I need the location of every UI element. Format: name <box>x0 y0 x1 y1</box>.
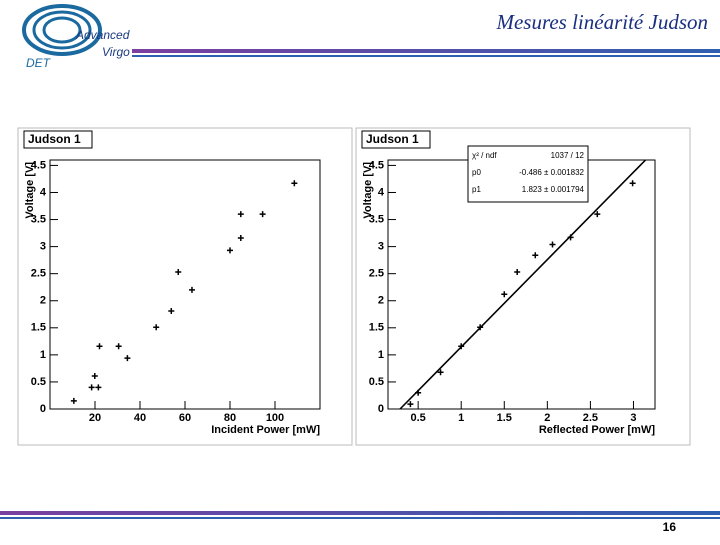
x-axis-title: Incident Power [mW] <box>211 424 320 436</box>
x-tick-label: 80 <box>224 412 236 424</box>
chart-title: Judson 1 <box>28 132 81 146</box>
page-number: 16 <box>663 520 677 534</box>
y-tick-label: 1.5 <box>369 322 384 334</box>
y-tick-label: 1 <box>378 349 384 361</box>
data-point <box>227 247 233 254</box>
top-rule <box>132 55 720 57</box>
data-point <box>88 384 95 391</box>
y-axis-title: Voltage [V] <box>24 162 36 219</box>
logo-text: Virgo <box>102 45 130 59</box>
x-tick-label: 1 <box>458 412 464 424</box>
x-tick-label: 100 <box>266 412 284 424</box>
title-box <box>23 130 93 149</box>
x-tick-label: 2.5 <box>583 412 598 424</box>
y-tick-label: 0.5 <box>369 376 384 388</box>
data-point <box>96 343 103 350</box>
y-tick-label: 0 <box>40 403 46 415</box>
data-point <box>115 343 122 350</box>
stats-value: -0.486 ± 0.001832 <box>519 168 584 177</box>
y-axis-title: Voltage [V] <box>362 162 374 219</box>
y-tick-label: 2.5 <box>369 268 384 280</box>
data-point <box>168 308 175 315</box>
y-tick-label: 4.5 <box>369 159 384 171</box>
title-box <box>361 130 431 149</box>
slide-title: Mesures linéarité Judson <box>495 10 708 34</box>
x-tick-label: 1.5 <box>497 412 512 424</box>
logo-text: DET <box>26 56 52 70</box>
data-point <box>629 180 636 187</box>
data-point <box>549 241 556 248</box>
y-tick-label: 1 <box>40 349 46 361</box>
logo-text: Advanced <box>75 28 130 42</box>
chart-title: Judson 1 <box>366 132 419 146</box>
y-tick-label: 3.5 <box>31 213 46 225</box>
data-point <box>291 180 298 187</box>
y-tick-label: 0 <box>378 403 384 415</box>
y-tick-label: 4 <box>40 186 47 198</box>
stats-box <box>467 145 589 203</box>
y-tick-label: 1.5 <box>31 322 46 334</box>
data-point <box>407 401 414 408</box>
data-point <box>237 234 244 241</box>
x-tick-label: 20 <box>89 412 101 424</box>
data-point <box>437 369 444 376</box>
x-axis-title: Reflected Power [mW] <box>539 424 655 436</box>
y-tick-label: 2.5 <box>31 268 46 280</box>
data-point <box>501 291 508 298</box>
y-tick-label: 0.5 <box>31 376 46 388</box>
x-tick-label: 3 <box>630 412 636 424</box>
x-tick-label: 2 <box>544 412 550 424</box>
data-point <box>91 372 98 379</box>
data-point <box>153 324 160 331</box>
stats-value: 1037 / 12 <box>551 151 585 160</box>
x-tick-label: 40 <box>134 412 146 424</box>
data-point <box>70 397 77 404</box>
x-tick-label: 0.5 <box>410 412 425 424</box>
bottom-rule <box>0 517 720 519</box>
data-point <box>237 211 244 218</box>
data-point <box>514 269 521 276</box>
stats-value: 1.823 ± 0.001794 <box>522 185 585 194</box>
bottom-rule <box>0 511 720 515</box>
stats-label: p0 <box>472 168 481 177</box>
data-point <box>532 252 539 259</box>
data-point <box>95 384 102 391</box>
data-point <box>259 211 266 218</box>
y-tick-label: 3 <box>378 241 384 253</box>
stats-label: χ² / ndf <box>472 151 497 160</box>
x-tick-label: 60 <box>179 412 191 424</box>
y-tick-label: 4 <box>378 186 385 198</box>
data-point <box>594 211 601 218</box>
data-point <box>124 355 131 362</box>
logo: Advanced Virgo DET <box>22 4 130 70</box>
y-tick-label: 2 <box>40 295 46 307</box>
plot-panel <box>17 127 353 446</box>
y-tick-label: 3.5 <box>369 213 384 225</box>
y-tick-label: 4.5 <box>31 159 46 171</box>
data-point <box>188 286 195 293</box>
data-point <box>175 269 182 276</box>
fit-line <box>399 159 647 410</box>
top-rule <box>132 49 720 53</box>
y-tick-label: 3 <box>40 241 46 253</box>
stats-label: p1 <box>472 185 481 194</box>
y-tick-label: 2 <box>378 295 384 307</box>
